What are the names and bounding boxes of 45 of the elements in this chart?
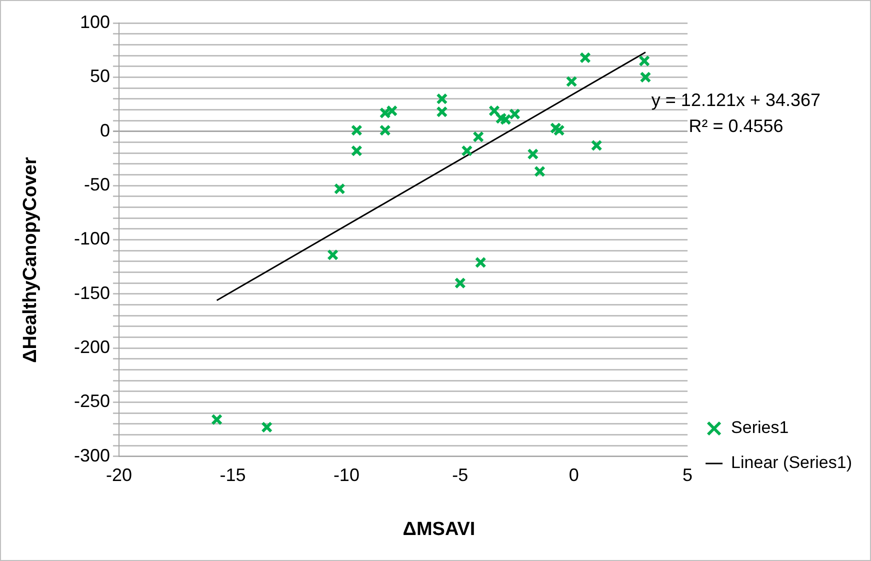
x-axis-title: ΔMSAVI: [402, 519, 476, 541]
point: [534, 166, 546, 178]
point: [350, 124, 362, 136]
annotation: y = 12.121x + 34.367: [650, 89, 822, 112]
text: R² = 0.4556: [688, 115, 784, 138]
x-tick-label: -10: [333, 465, 360, 486]
point: [472, 131, 484, 143]
x-tick-label: -20: [106, 465, 132, 486]
point: [527, 148, 539, 160]
point: [261, 421, 273, 433]
point: [640, 71, 652, 83]
x-tick-label: 0: [568, 465, 579, 486]
y-tick-label: -100: [74, 228, 110, 249]
point: [211, 414, 223, 426]
y-tick-label: -50: [84, 174, 110, 194]
y-tick-label: 0: [100, 120, 110, 140]
point: [488, 105, 500, 117]
x-tick-label: -15: [220, 465, 246, 486]
point: [508, 108, 520, 120]
point: [638, 55, 650, 67]
point: [386, 105, 398, 117]
point: [474, 256, 486, 268]
point: [350, 145, 362, 157]
point: [579, 52, 591, 64]
x-tick-label: -5: [452, 465, 468, 486]
legend-label: Series1: [731, 418, 789, 438]
y-tick-label: -150: [74, 282, 110, 303]
point: [379, 107, 391, 119]
point: [334, 183, 346, 195]
point: [550, 122, 562, 134]
legend-label: Linear (Series1): [731, 453, 852, 472]
y-axis-title: ΔHealthyCanopyCover: [20, 156, 42, 365]
point: [553, 124, 565, 136]
point: [454, 277, 466, 289]
point: [461, 145, 473, 157]
point: [379, 124, 391, 136]
y-tick-label: -250: [74, 391, 110, 412]
point: [590, 140, 602, 152]
point: [566, 76, 578, 88]
y-tick-label: 100: [80, 12, 110, 32]
y-tick-label: -300: [74, 445, 110, 466]
y-tick-label: 50: [90, 66, 110, 86]
point: [327, 249, 339, 261]
y-tick-label: -200: [74, 337, 110, 358]
x-tick-label: 5: [682, 465, 693, 486]
